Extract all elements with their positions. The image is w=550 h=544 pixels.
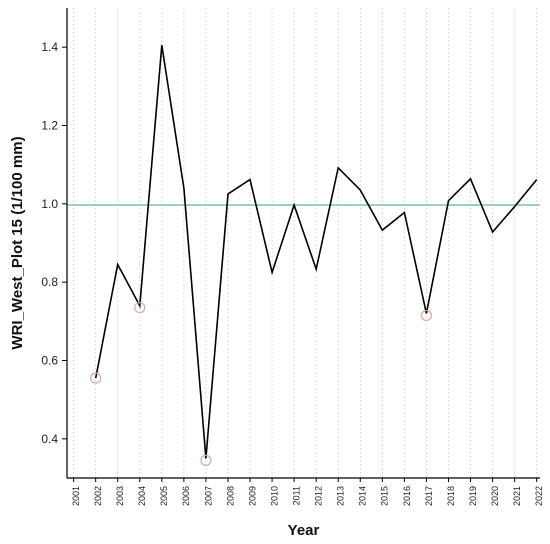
highlighted-point-2007 [200, 454, 212, 466]
x-tick-label-2007: 2007 [203, 486, 213, 506]
series-line [94, 45, 538, 459]
x-tick-label-2001: 2001 [71, 486, 81, 506]
x-tick-label-2012: 2012 [314, 486, 324, 506]
y-tick-label-1.0: 1.0 [41, 197, 58, 211]
x-tick-label-2003: 2003 [115, 486, 125, 506]
x-tick-label-2006: 2006 [181, 486, 191, 506]
x-tick-label-2016: 2016 [402, 486, 412, 506]
x-tick-label-2004: 2004 [137, 486, 147, 506]
highlighted-points [90, 302, 433, 466]
x-ticks: 2001 2002 2003 2004 2005 2006 2007 2008 2009 2010… [71, 478, 544, 506]
x-tick-label-2011: 2011 [292, 486, 302, 505]
x-tick-label-2022: 2022 [534, 486, 544, 506]
highlighted-point-2017 [420, 309, 433, 322]
x-tick-label-2017: 2017 [424, 486, 434, 506]
x-tick-label-2021: 2021 [512, 486, 522, 506]
x-axis-title: Year [288, 522, 320, 539]
x-tick-label-2019: 2019 [468, 486, 478, 506]
y-tick-label-1.2: 1.2 [41, 119, 58, 133]
x-tick-label-2015: 2015 [380, 486, 390, 506]
x-tick-label-2018: 2018 [446, 486, 456, 506]
x-tick-label-2009: 2009 [247, 486, 257, 506]
x-tick-label-2008: 2008 [225, 486, 235, 506]
x-tick-label-2020: 2020 [490, 486, 500, 506]
x-tick-label-2002: 2002 [93, 486, 103, 506]
y-ticks: 0.4 0.6 0.8 1.0 1.2 1.4 [41, 40, 67, 446]
x-tick-label-2013: 2013 [336, 486, 346, 506]
x-tick-label-2014: 2014 [358, 486, 368, 506]
y-tick-label-1.4: 1.4 [41, 40, 58, 54]
vertical-grid [73, 8, 538, 478]
y-tick-label-0.8: 0.8 [41, 275, 58, 289]
x-tick-label-2010: 2010 [269, 486, 279, 506]
highlighted-point-2004 [134, 302, 146, 314]
axes [66, 8, 540, 479]
y-tick-label-0.6: 0.6 [41, 354, 58, 368]
x-tick-label-2005: 2005 [159, 486, 169, 506]
y-tick-label-0.4: 0.4 [41, 432, 58, 446]
highlighted-point-2002 [90, 372, 102, 384]
y-axis-title: WRI_West_Plot 15 (1/100 mm) [9, 136, 26, 349]
